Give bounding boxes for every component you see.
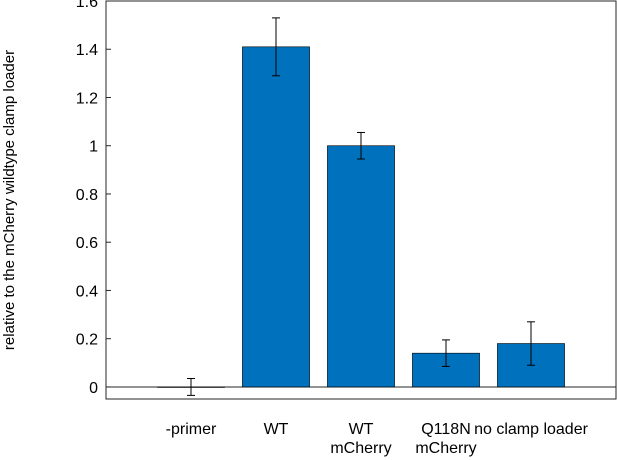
y-tick-label: 1.6 xyxy=(76,0,98,11)
x-tick-label: Q118N mCherry xyxy=(415,421,476,457)
y-axis-ticks: 0 0.2 0.4 0.6 0.8 1 1.2 1.4 1.6 xyxy=(76,0,111,397)
y-tick-label: 0 xyxy=(89,380,98,397)
y-axis-label: relative to the mCherry wildtype clamp l… xyxy=(1,50,18,350)
bar-group xyxy=(157,46,565,388)
y-tick-label: 0.4 xyxy=(76,283,98,300)
bar xyxy=(242,46,310,388)
y-tick-label: 1.4 xyxy=(76,42,98,59)
y-tick-label: 0.2 xyxy=(76,332,98,349)
x-tick-label: WT mCherry xyxy=(330,421,391,457)
error-bar-group xyxy=(187,17,535,396)
bar xyxy=(327,145,395,388)
y-tick-label: 1 xyxy=(89,139,98,156)
y-tick-label: 0.6 xyxy=(76,235,98,252)
x-tick-label: -primer xyxy=(166,421,217,438)
y-tick-label: 1.2 xyxy=(76,90,98,107)
y-tick-label: 0.8 xyxy=(76,187,98,204)
x-tick-label: WT xyxy=(264,421,289,438)
x-tick-label: no clamp loader xyxy=(474,421,589,438)
